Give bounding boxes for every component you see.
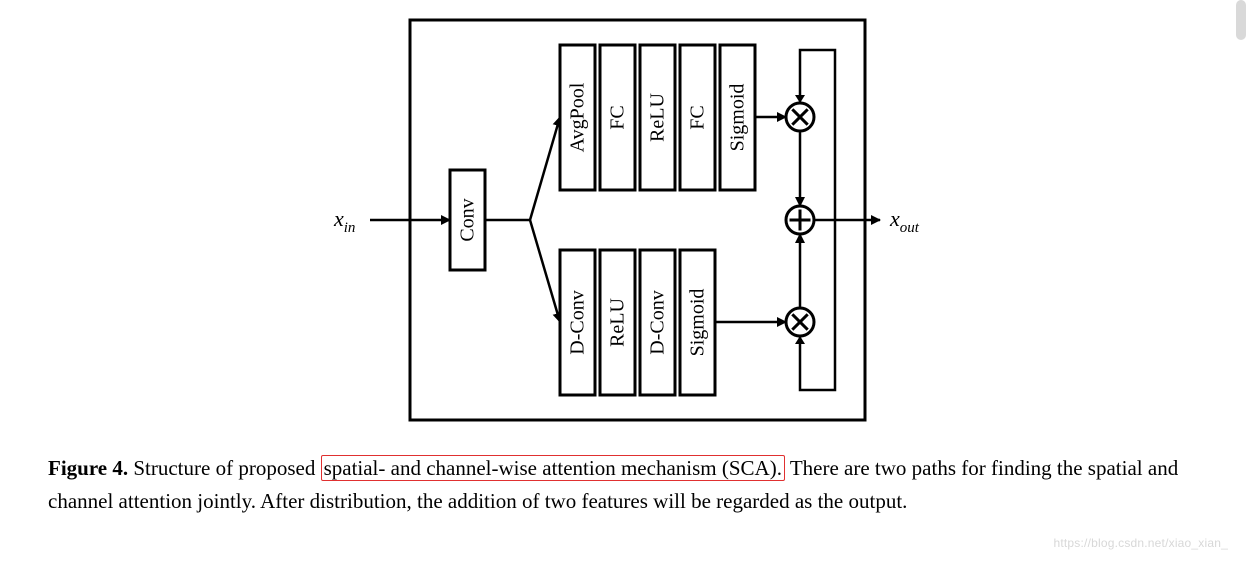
scrollbar-thumb[interactable] [1236, 0, 1246, 40]
svg-text:D-Conv: D-Conv [647, 290, 669, 354]
caption-highlight: spatial- and channel-wise attention mech… [321, 455, 785, 481]
diagram-container: Conv AvgPool FC ReLU FC Sigmoid D-Conv ReLU D-Co… [320, 0, 960, 440]
figure-caption: Figure 4. Structure of proposed spatial-… [48, 452, 1208, 517]
svg-text:AvgPool: AvgPool [567, 82, 589, 152]
sca-diagram: Conv AvgPool FC ReLU FC Sigmoid D-Conv ReLU D-Co… [320, 0, 960, 440]
svg-text:Sigmoid: Sigmoid [727, 84, 749, 152]
watermark-text: https://blog.csdn.net/xiao_xian_ [1053, 536, 1228, 550]
svg-text:xout: xout [889, 206, 920, 236]
svg-text:ReLU: ReLU [607, 298, 629, 347]
svg-text:Conv: Conv [457, 198, 479, 241]
svg-text:FC: FC [607, 105, 629, 129]
svg-text:ReLU: ReLU [647, 93, 669, 142]
svg-text:FC: FC [687, 105, 709, 129]
svg-text:D-Conv: D-Conv [567, 290, 589, 354]
svg-text:Sigmoid: Sigmoid [687, 289, 709, 357]
page-root: Conv AvgPool FC ReLU FC Sigmoid D-Conv ReLU D-Co… [0, 0, 1248, 572]
figure-label: Figure 4. [48, 456, 128, 480]
svg-text:xin: xin [333, 206, 355, 236]
caption-pre: Structure of proposed [128, 456, 320, 480]
